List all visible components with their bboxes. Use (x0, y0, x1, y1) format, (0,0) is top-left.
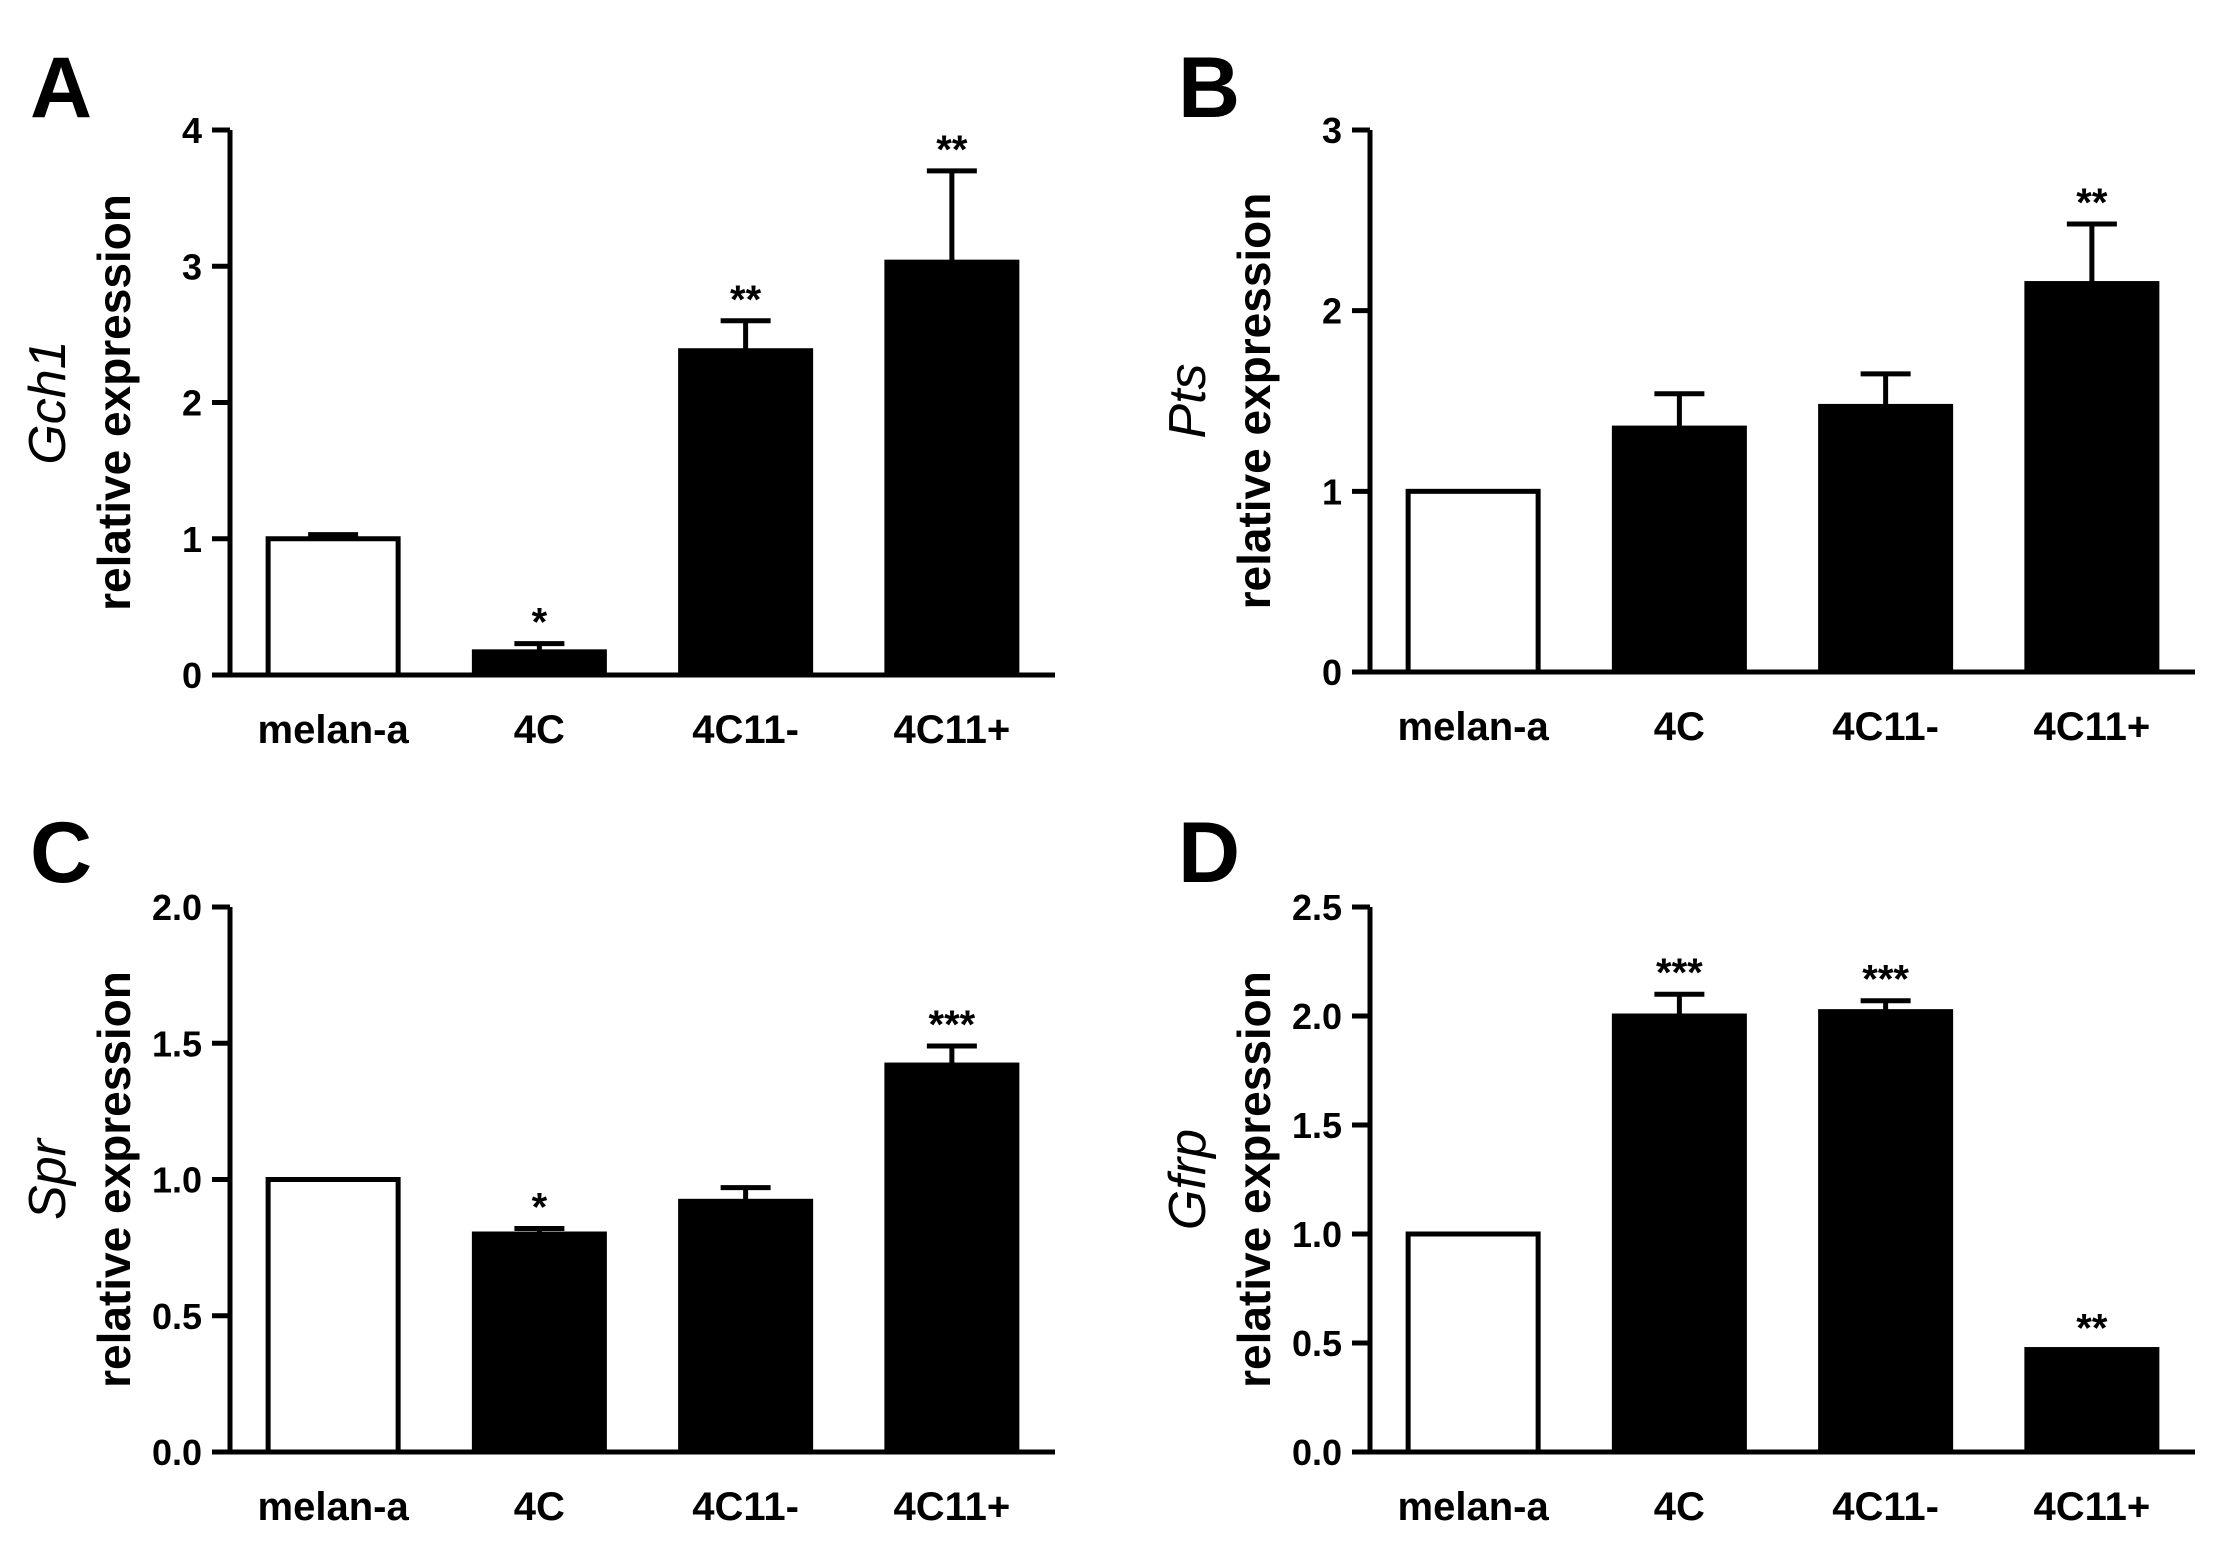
significance-label: ** (2076, 181, 2108, 225)
panel-label: C (30, 805, 93, 901)
y-tick-label: 1.0 (1292, 1214, 1342, 1255)
significance-label: ** (730, 278, 762, 322)
y-tick-label: 4 (182, 110, 202, 151)
bar (471, 1231, 607, 1455)
x-tick-label: melan-a (258, 708, 410, 752)
significance-label: * (532, 1186, 548, 1230)
bar (1611, 1013, 1747, 1455)
bar (1611, 425, 1747, 675)
y-tick-label: 1.5 (152, 1023, 202, 1064)
bar (884, 259, 1020, 678)
y-tick-label: 2.5 (1292, 887, 1342, 928)
y-tick-label: 2 (182, 383, 202, 424)
y-tick-label: 1.0 (152, 1160, 202, 1201)
y-axis-gene-label: Spr (19, 1136, 77, 1220)
y-tick-label: 1 (1322, 471, 1342, 512)
bar (678, 348, 814, 678)
x-tick-label: 4C (1654, 705, 1705, 749)
x-tick-label: 4C (514, 1485, 565, 1529)
x-tick-label: 4C (514, 708, 565, 752)
x-tick-label: 4C11- (1832, 1485, 1939, 1529)
y-axis-gene-label: Gfrp (1159, 1129, 1217, 1230)
bar (1405, 1231, 1541, 1455)
panel-label: A (30, 40, 93, 136)
significance-label: *** (1656, 951, 1703, 995)
panel-label: B (1178, 40, 1241, 136)
y-axis-label: relative expression (1228, 971, 1280, 1388)
x-tick-label: 4C11- (692, 1485, 799, 1529)
y-axis-label: relative expression (88, 971, 140, 1388)
significance-label: *** (1862, 958, 1909, 1002)
bar (1818, 403, 1954, 675)
x-tick-label: 4C11+ (2033, 1485, 2150, 1529)
bar (265, 1177, 401, 1455)
x-tick-label: 4C11+ (2033, 705, 2150, 749)
y-tick-label: 2 (1322, 291, 1342, 332)
bar (1818, 1009, 1954, 1455)
y-tick-label: 1 (182, 519, 202, 560)
significance-label: * (532, 601, 548, 645)
significance-label: *** (929, 1003, 976, 1047)
bar (884, 1062, 1020, 1455)
bar (678, 1198, 814, 1455)
bar (471, 649, 607, 678)
panel-label: D (1178, 805, 1241, 901)
y-tick-label: 1.5 (1292, 1105, 1342, 1146)
bar (2024, 1347, 2160, 1455)
x-tick-label: melan-a (1398, 1485, 1550, 1529)
y-tick-label: 2.0 (1292, 996, 1342, 1037)
y-tick-label: 0.0 (152, 1432, 202, 1473)
x-tick-label: 4C (1654, 1485, 1705, 1529)
y-tick-label: 0 (182, 655, 202, 696)
y-tick-label: 0.5 (152, 1296, 202, 1337)
significance-label: ** (936, 128, 968, 172)
y-tick-label: 3 (1322, 110, 1342, 151)
bar (1405, 488, 1541, 675)
y-axis-label: relative expression (1228, 193, 1280, 610)
x-tick-label: melan-a (258, 1485, 410, 1529)
y-axis-gene-label: Gch1 (19, 340, 77, 464)
bar (2024, 281, 2160, 675)
y-tick-label: 3 (182, 246, 202, 287)
bar (265, 536, 401, 678)
y-tick-label: 0.0 (1292, 1432, 1342, 1473)
x-tick-label: melan-a (1398, 705, 1550, 749)
y-tick-label: 2.0 (152, 887, 202, 928)
y-axis-label: relative expression (88, 194, 140, 611)
y-axis-gene-label: Pts (1159, 363, 1217, 438)
x-tick-label: 4C11+ (893, 708, 1010, 752)
x-tick-label: 4C11+ (893, 1485, 1010, 1529)
x-tick-label: 4C11- (692, 708, 799, 752)
y-tick-label: 0 (1322, 652, 1342, 693)
x-tick-label: 4C11- (1832, 705, 1939, 749)
significance-label: ** (2076, 1307, 2108, 1351)
y-tick-label: 0.5 (1292, 1323, 1342, 1364)
